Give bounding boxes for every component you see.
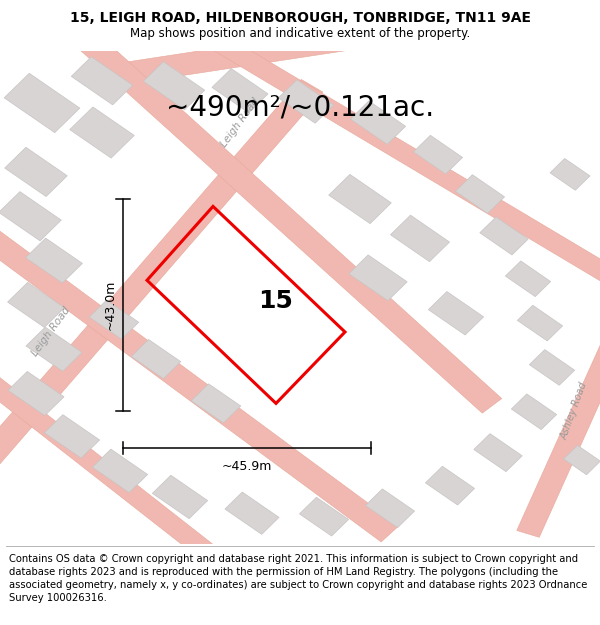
Polygon shape: [5, 148, 67, 196]
Polygon shape: [299, 498, 349, 536]
Text: 15: 15: [258, 289, 293, 312]
Polygon shape: [185, 19, 600, 295]
Polygon shape: [505, 261, 551, 297]
Polygon shape: [143, 62, 205, 110]
Polygon shape: [349, 255, 407, 301]
Polygon shape: [350, 101, 406, 144]
Polygon shape: [0, 360, 235, 575]
Text: Map shows position and indicative extent of the property.: Map shows position and indicative extent…: [130, 27, 470, 40]
Polygon shape: [425, 466, 475, 505]
Polygon shape: [26, 238, 82, 283]
Polygon shape: [550, 159, 590, 190]
Text: Leigh Road: Leigh Road: [219, 96, 261, 149]
Polygon shape: [529, 349, 575, 385]
Polygon shape: [92, 449, 148, 493]
Polygon shape: [191, 384, 241, 423]
Polygon shape: [391, 215, 449, 262]
Polygon shape: [212, 69, 268, 112]
Polygon shape: [71, 57, 133, 105]
Polygon shape: [0, 192, 61, 241]
Polygon shape: [106, 1, 530, 86]
Polygon shape: [517, 305, 563, 341]
Polygon shape: [517, 304, 600, 538]
Polygon shape: [0, 79, 323, 486]
Polygon shape: [8, 371, 64, 416]
Polygon shape: [428, 291, 484, 335]
Polygon shape: [89, 300, 139, 339]
Polygon shape: [480, 217, 528, 255]
Text: ~45.9m: ~45.9m: [222, 460, 272, 473]
Polygon shape: [455, 175, 505, 214]
Polygon shape: [225, 492, 279, 534]
Polygon shape: [329, 174, 391, 224]
Polygon shape: [4, 73, 80, 132]
Text: ~43.0m: ~43.0m: [103, 280, 116, 330]
Polygon shape: [511, 394, 557, 429]
Polygon shape: [44, 414, 100, 458]
Polygon shape: [70, 107, 134, 158]
Text: Ashley Road: Ashley Road: [559, 381, 589, 441]
Text: Contains OS data © Crown copyright and database right 2021. This information is : Contains OS data © Crown copyright and d…: [9, 554, 587, 603]
Text: 15, LEIGH ROAD, HILDENBOROUGH, TONBRIDGE, TN11 9AE: 15, LEIGH ROAD, HILDENBOROUGH, TONBRIDGE…: [70, 11, 530, 25]
Polygon shape: [8, 282, 64, 328]
Text: ~490m²/~0.121ac.: ~490m²/~0.121ac.: [166, 94, 434, 122]
Polygon shape: [62, 19, 502, 413]
Polygon shape: [0, 216, 399, 542]
Polygon shape: [474, 434, 522, 472]
Polygon shape: [365, 489, 415, 528]
Polygon shape: [413, 135, 463, 174]
Polygon shape: [26, 327, 82, 371]
Polygon shape: [278, 80, 334, 123]
Polygon shape: [152, 475, 208, 519]
Polygon shape: [131, 339, 181, 379]
Polygon shape: [563, 446, 600, 475]
Text: Leigh Road: Leigh Road: [30, 306, 72, 358]
